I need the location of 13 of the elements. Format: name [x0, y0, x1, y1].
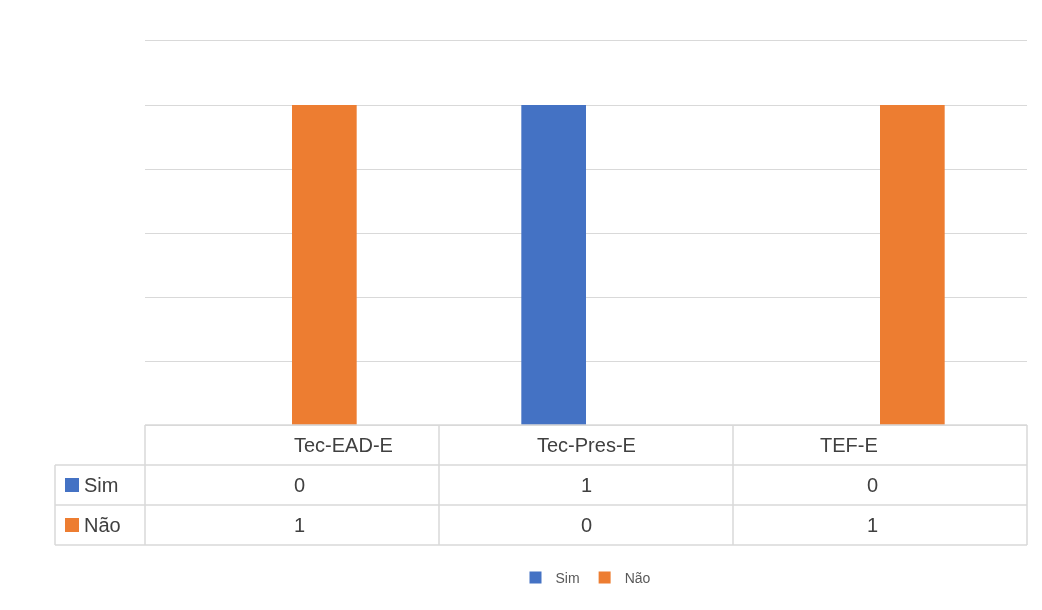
data-label: 0 — [867, 474, 879, 496]
text: Sim — [84, 474, 119, 496]
legend-label: Não — [624, 570, 651, 587]
x-tick-label: Tec-EAD-E — [294, 434, 393, 456]
data-label: 0 — [581, 514, 593, 536]
text: Não — [84, 514, 121, 536]
data-label: 0 — [294, 474, 306, 496]
x-tick-label: TEF-E — [820, 434, 878, 456]
data-label: 1 — [867, 514, 879, 536]
data-label: 1 — [294, 514, 306, 536]
data-label: 1 — [581, 474, 593, 496]
x-tick-label: Tec-Pres-E — [537, 434, 636, 456]
legend-label: Sim — [555, 570, 580, 587]
